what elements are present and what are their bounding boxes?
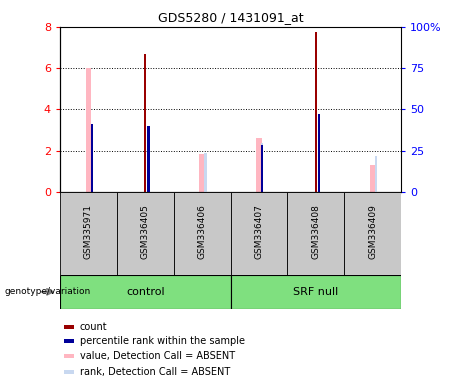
Bar	[64, 339, 74, 343]
Bar	[91, 124, 93, 192]
Text: percentile rank within the sample: percentile rank within the sample	[80, 336, 245, 346]
Text: GSM335971: GSM335971	[84, 204, 93, 259]
Bar	[174, 192, 230, 275]
Bar	[287, 192, 344, 275]
Bar	[86, 68, 91, 192]
Text: GSM336406: GSM336406	[198, 204, 207, 259]
Text: GSM336405: GSM336405	[141, 204, 150, 259]
Text: SRF null: SRF null	[293, 287, 338, 297]
Bar	[148, 126, 150, 192]
Bar	[230, 192, 287, 275]
Bar	[64, 370, 74, 374]
Bar	[344, 192, 401, 275]
Text: count: count	[80, 322, 107, 332]
Bar	[64, 354, 74, 358]
Bar	[60, 275, 230, 309]
Text: control: control	[126, 287, 165, 297]
Text: genotype/variation: genotype/variation	[5, 287, 91, 296]
Text: value, Detection Call = ABSENT: value, Detection Call = ABSENT	[80, 351, 235, 361]
Text: GSM336407: GSM336407	[254, 204, 263, 259]
Bar	[315, 32, 317, 192]
Bar	[60, 192, 117, 275]
Bar	[318, 114, 320, 192]
Bar	[230, 275, 401, 309]
Text: rank, Detection Call = ABSENT: rank, Detection Call = ABSENT	[80, 367, 230, 377]
Bar	[261, 144, 264, 192]
Bar	[261, 144, 264, 192]
Bar	[64, 325, 74, 329]
Bar	[144, 54, 146, 192]
Bar	[375, 156, 377, 192]
Bar	[370, 165, 375, 192]
Text: GSM336408: GSM336408	[311, 204, 320, 259]
Bar	[204, 153, 207, 192]
Bar	[91, 124, 93, 192]
Bar	[256, 138, 262, 192]
Bar	[117, 192, 174, 275]
Text: GSM336409: GSM336409	[368, 204, 377, 259]
Bar	[199, 154, 205, 192]
Title: GDS5280 / 1431091_at: GDS5280 / 1431091_at	[158, 11, 303, 24]
